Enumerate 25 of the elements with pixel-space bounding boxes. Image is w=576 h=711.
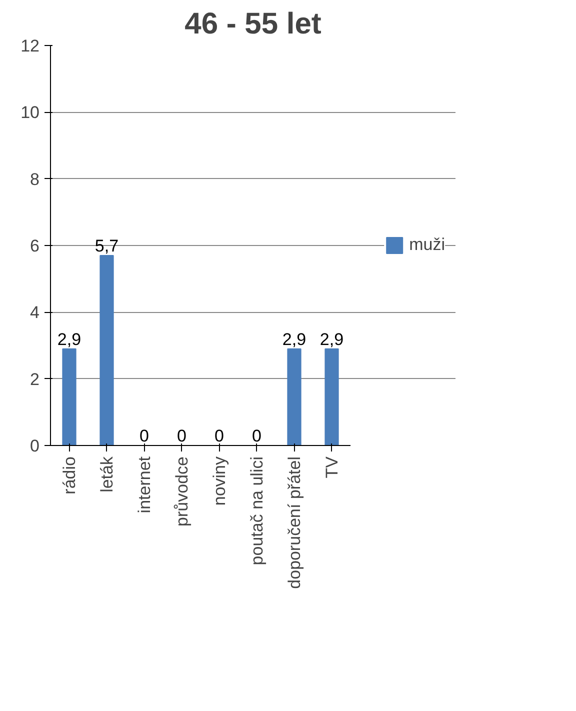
data-label: 5,7: [94, 236, 119, 256]
y-tick-label: 10: [20, 103, 40, 122]
x-tick-label: internet: [134, 456, 154, 514]
y-tick-label: 12: [20, 36, 40, 56]
x-tick-label: TV: [322, 456, 342, 478]
legend-label: muži: [409, 235, 445, 255]
x-tick-label: poutač na ulici: [247, 456, 266, 566]
y-tick-label: 0: [30, 436, 40, 456]
x-tick-label: noviny: [210, 456, 229, 506]
y-tick-label: 8: [30, 170, 40, 189]
x-tick-label: leták: [97, 456, 116, 492]
x-tick-label: průvodce: [172, 456, 192, 526]
data-label: 0: [140, 426, 149, 446]
x-tick-label: rádio: [60, 456, 79, 494]
chart-title: 46 - 55 let: [184, 8, 322, 40]
data-label: 2,9: [282, 330, 306, 349]
x-tick-label: doporučení přátel: [284, 456, 304, 589]
data-label: 0: [252, 426, 262, 446]
data-label: 0: [214, 426, 224, 446]
y-tick-label: 4: [30, 303, 40, 322]
data-label: 0: [177, 426, 186, 446]
data-label: 2,9: [320, 330, 344, 349]
data-label: 2,9: [57, 330, 82, 349]
y-tick-label: 2: [30, 370, 40, 389]
y-tick-label: 6: [30, 236, 40, 256]
